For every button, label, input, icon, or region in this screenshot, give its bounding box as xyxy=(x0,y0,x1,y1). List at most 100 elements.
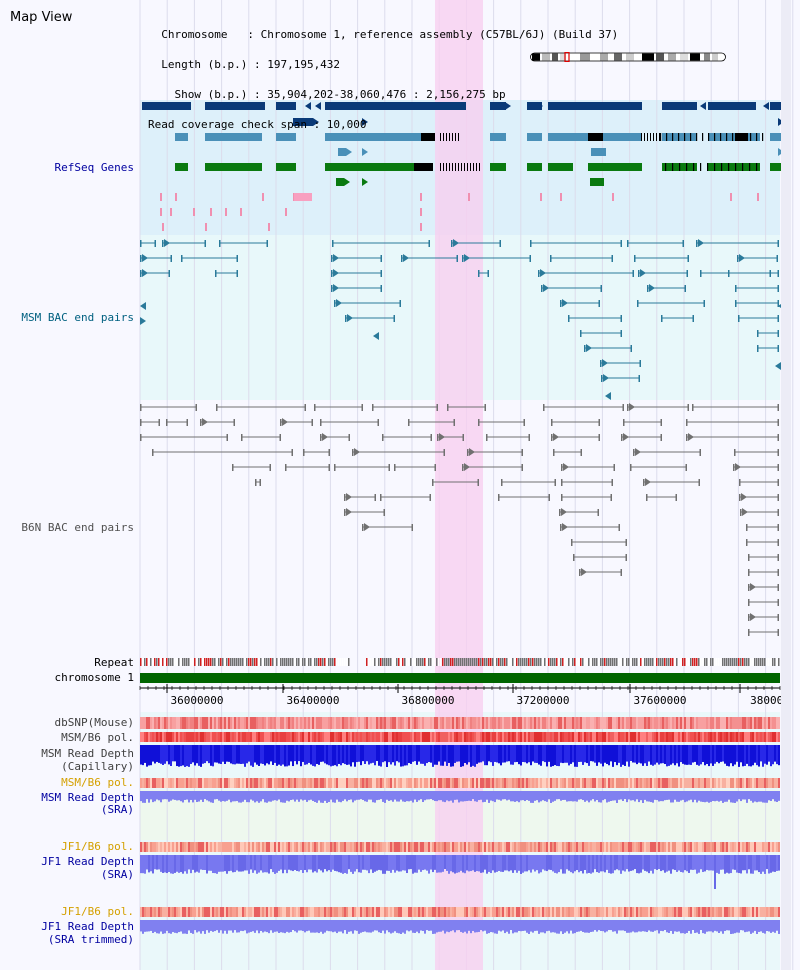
msm-capillary-depth-bar xyxy=(172,745,174,762)
dbsnp-heat xyxy=(370,717,372,729)
msm-capillary-depth-bar xyxy=(252,745,254,767)
msm-b6-pol-heat xyxy=(542,778,544,788)
jf1-b6-pol-heat xyxy=(610,907,612,917)
msm-b6-pol-heat xyxy=(360,778,362,788)
msm-sra-depth-bar xyxy=(484,791,486,802)
msm-b6-pol-heat xyxy=(386,732,388,742)
msm-b6-pol-heat xyxy=(604,778,606,788)
repeat-element xyxy=(466,658,468,666)
jf1-b6-pol-heat xyxy=(752,907,754,917)
jf1-trimmed-depth-bar xyxy=(578,920,580,932)
dbsnp-heat xyxy=(432,717,434,729)
msm-capillary-depth-bar xyxy=(618,745,620,763)
msm-b6-pol-heat xyxy=(508,732,510,742)
msm-b6-pol-heat xyxy=(552,732,554,742)
repeat-element xyxy=(202,658,204,666)
msm-sra-depth-bar xyxy=(300,791,302,800)
repeat-element xyxy=(724,658,726,666)
jf1-b6-pol-heat xyxy=(514,842,516,852)
msm-b6-pol-heat xyxy=(304,732,306,742)
jf1-b6-pol-heat xyxy=(256,907,258,917)
msm-b6-pol-heat xyxy=(724,778,726,788)
msm-sra-depth-bar xyxy=(360,791,362,800)
jf1-trimmed-depth-bar xyxy=(564,920,566,933)
dbsnp-heat xyxy=(588,717,590,729)
b6n-bac-pair-end xyxy=(382,434,384,441)
chromosome-ideogram[interactable] xyxy=(530,52,726,62)
msm-sra-depth-bar xyxy=(682,791,684,800)
jf1-sra-depth-bar xyxy=(520,855,522,874)
msm-sra-depth-bar xyxy=(342,791,344,801)
msm-sra-depth-bar xyxy=(140,791,142,802)
jf1-sra-depth-bar xyxy=(292,855,294,872)
jf1-trimmed-depth-bar xyxy=(468,920,470,931)
jf1-b6-pol-heat xyxy=(700,907,702,917)
repeat-element xyxy=(276,658,278,666)
jf1-b6-pol-heat xyxy=(608,842,610,852)
msm-b6-pol-heat xyxy=(176,732,178,742)
jf1-trimmed-depth-bar xyxy=(682,920,684,934)
dbsnp-heat xyxy=(336,717,338,729)
msm-sra-depth-bar xyxy=(750,791,752,801)
jf1-b6-pol-heat xyxy=(528,907,530,917)
gene-variant-mark xyxy=(730,193,732,201)
repeat-element xyxy=(778,658,780,666)
msm-capillary-depth-bar xyxy=(426,745,428,764)
msm-b6-pol-heat xyxy=(312,732,314,742)
dbsnp-heat xyxy=(508,717,510,729)
msm-capillary-depth-bar xyxy=(276,745,278,766)
jf1-b6-pol-heat xyxy=(430,842,432,852)
jf1-sra-depth-bar xyxy=(628,855,630,872)
b6n-bac-pair-end xyxy=(328,449,330,456)
msm-b6-pol-heat xyxy=(168,732,170,742)
repeat-element xyxy=(480,658,482,666)
msm-sra-depth-bar xyxy=(718,791,720,802)
jf1-b6-pol-heat xyxy=(238,907,240,917)
msm-capillary-depth-bar xyxy=(214,745,216,763)
msm-b6-pol-heat xyxy=(342,732,344,742)
repeat-element xyxy=(630,658,632,666)
msm-b6-pol-heat xyxy=(350,778,352,788)
dbsnp-heat xyxy=(712,717,714,729)
vertical-scrollbar[interactable] xyxy=(781,0,791,970)
msm-b6-pol-heat xyxy=(692,732,694,742)
b6n-bac-pair-end xyxy=(226,434,228,441)
jf1-b6-pol-heat xyxy=(482,907,484,917)
dbsnp-heat xyxy=(402,717,404,729)
jf1-sra-depth-bar xyxy=(620,855,622,874)
dbsnp-heat xyxy=(368,717,370,729)
jf1-trimmed-depth-bar xyxy=(726,920,728,931)
msm-sra-depth-bar xyxy=(354,791,356,801)
gene-exon xyxy=(205,133,262,141)
repeat-element xyxy=(678,658,680,666)
msm-capillary-depth-bar xyxy=(498,745,500,764)
msm-b6-pol-heat xyxy=(262,732,264,742)
msm-sra-depth-bar xyxy=(412,791,414,803)
dbsnp-heat xyxy=(572,717,574,729)
gene-exon-tick xyxy=(659,133,660,141)
msm-capillary-depth-bar xyxy=(610,745,612,762)
repeat-element xyxy=(252,658,254,666)
jf1-sra-depth-bar xyxy=(606,855,608,870)
jf1-b6-pol-heat xyxy=(682,907,684,917)
msm-capillary-depth-bar xyxy=(248,745,250,762)
dbsnp-heat xyxy=(472,717,474,729)
repeat-element xyxy=(654,658,656,666)
jf1-b6-pol-heat xyxy=(778,842,780,852)
msm-sra-depth-bar xyxy=(254,791,256,803)
jf1-b6-pol-heat xyxy=(444,907,446,917)
jf1-b6-pol-heat xyxy=(636,842,638,852)
msm-bac-pair-end xyxy=(154,240,156,247)
msm-sra-depth-bar xyxy=(258,791,260,803)
msm-b6-pol-heat xyxy=(154,732,156,742)
dbsnp-heat xyxy=(480,717,482,729)
msm-b6-pol-heat xyxy=(170,778,172,788)
jf1-sra-depth-bar xyxy=(238,855,240,872)
msm-sra-depth-bar xyxy=(460,791,462,802)
msm-b6-pol-heat xyxy=(184,732,186,742)
jf1-b6-pol-heat xyxy=(582,842,584,852)
msm-capillary-depth-bar xyxy=(146,745,148,767)
jf1-trimmed-depth-bar xyxy=(210,920,212,931)
msm-b6-pol-heat xyxy=(694,778,696,788)
jf1-b6-pol-heat xyxy=(356,907,358,917)
